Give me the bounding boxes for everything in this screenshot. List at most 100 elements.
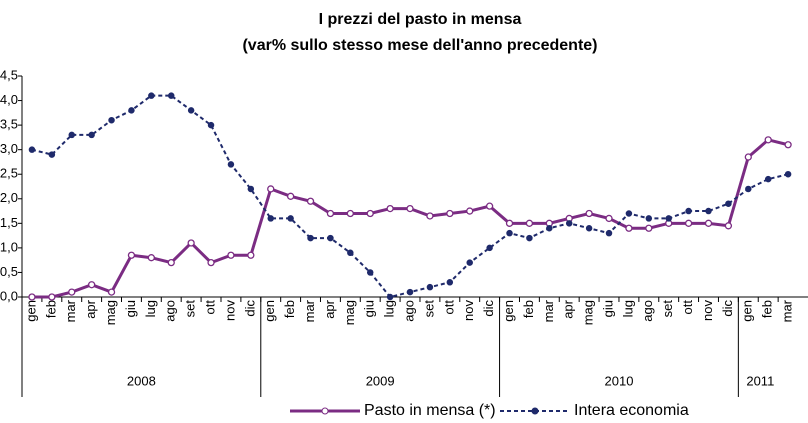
point [724,222,733,230]
year-label: 2011 [746,373,774,388]
point [28,146,36,153]
x-tick-label: mag [342,300,357,325]
y-tick-label: 1,5 [0,215,18,230]
point [187,239,195,247]
x-tick-label: ott [441,300,456,315]
x-tick-label: dic [481,300,496,317]
point [705,207,712,215]
x-tick-label: apr [322,299,337,318]
x-tick-label: apr [83,299,98,318]
point [645,224,653,232]
x-tick-label: nov [222,300,237,321]
legend-label: Intera economia [574,402,689,419]
point [446,279,454,286]
x-tick-label: mar [63,299,78,322]
point [386,293,394,301]
x-tick-label: ago [640,300,655,322]
point [525,219,534,227]
legend-label: Pasto in mensa (*) [364,402,496,419]
x-tick-label: giu [362,300,377,317]
x-tick-label: feb [43,300,58,318]
x-tick-label: feb [760,300,775,318]
point [485,202,494,210]
x-tick-label: gen [501,300,516,322]
point [307,234,314,242]
point [366,209,374,218]
y-tick-label: 4,0 [0,92,18,107]
year-label: 2009 [366,373,395,388]
y-tick-label: 0,5 [0,264,18,279]
point [764,136,772,144]
point [267,215,274,222]
x-tick-label: mar [780,299,795,322]
point [227,161,235,168]
point [505,219,514,227]
y-tick-label: 3,5 [0,117,18,132]
point [88,131,95,139]
x-tick-label: nov [700,300,715,321]
point [506,229,513,237]
point [426,212,434,220]
point [147,254,155,262]
point [68,131,75,139]
y-tick-label: 2,0 [0,190,18,205]
point [585,209,593,218]
point [68,288,76,296]
point [745,185,752,193]
point [685,207,692,215]
x-tick-label: gen [740,300,755,322]
point [725,200,732,207]
point [127,251,136,259]
point [247,251,255,259]
point [306,197,315,205]
point [167,258,175,267]
line-series [31,94,789,299]
point [784,141,792,149]
point [327,234,334,242]
x-tick-label: gen [262,300,277,322]
y-tick-label: 2,5 [0,166,18,181]
x-tick-label: ago [163,300,178,322]
legend-marker [531,407,539,415]
point [764,175,772,183]
year-label: 2008 [127,373,156,388]
point [585,224,593,232]
point [446,209,454,218]
point [207,258,215,267]
year-label: 2010 [605,373,634,388]
line-series [31,138,789,299]
point [366,269,374,276]
point [346,209,354,218]
point [486,244,493,252]
x-tick-label: giu [600,300,615,317]
x-tick-label: feb [521,300,536,318]
point [386,204,394,213]
x-tick-label: feb [282,300,297,318]
point [665,215,672,222]
point [704,219,713,227]
point [625,210,633,217]
x-tick-label: mar [302,299,317,322]
legend-marker [321,407,329,415]
x-tick-label: ago [401,300,416,322]
point [426,283,434,291]
point [744,153,752,161]
point [267,185,275,193]
point [406,288,414,296]
x-tick-label: ott [680,300,695,315]
point [128,107,135,114]
point [148,92,155,99]
x-tick-label: dic [720,300,735,317]
x-tick-label: apr [561,299,576,318]
point [546,224,553,232]
point [108,116,115,124]
point [625,224,633,232]
point [326,209,335,218]
point [187,107,195,114]
point [287,215,294,222]
point [684,219,693,227]
x-tick-label: mag [103,300,118,325]
chart-title: I prezzi del pasto in mensa [319,11,522,28]
point [347,249,354,257]
